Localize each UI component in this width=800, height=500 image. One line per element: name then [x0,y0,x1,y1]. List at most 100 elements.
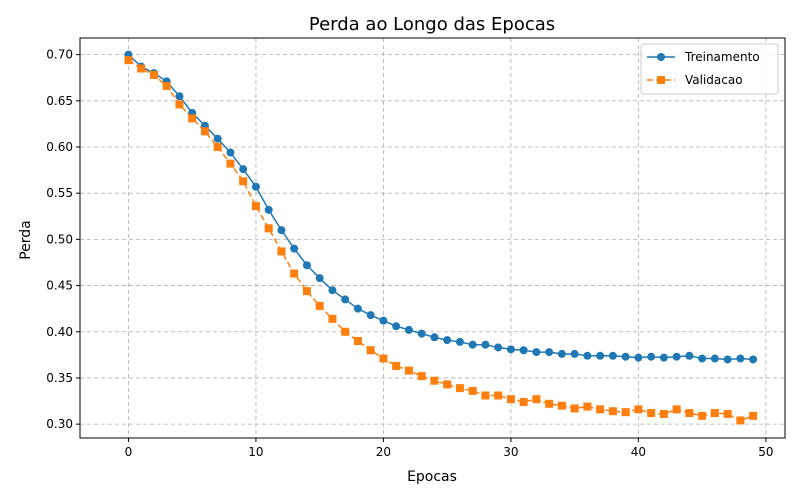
data-point-validacao [685,409,694,418]
chart-title: Perda ao Longo das Epocas [309,14,555,35]
data-point-treinamento [417,329,426,338]
x-tick-label: 0 [125,445,133,459]
data-point-validacao [353,337,362,346]
data-point-validacao [545,399,554,408]
data-point-validacao [200,127,209,136]
data-point-validacao [315,301,324,310]
legend-marker-treinamento [657,53,665,61]
data-point-treinamento [519,346,528,355]
data-point-validacao [175,100,184,109]
data-point-treinamento [749,355,758,364]
data-point-treinamento [455,337,464,346]
series-line-validacao [128,59,754,422]
data-point-validacao [583,402,592,411]
legend-marker-validacao [657,76,665,84]
legend-label-treinamento: Treinamento [684,50,760,64]
data-point-treinamento [239,165,248,174]
y-tick-label: 0.40 [46,325,73,339]
data-point-validacao [698,411,707,420]
data-point-treinamento [545,348,554,357]
data-point-treinamento [570,349,579,358]
data-point-treinamento [468,340,477,349]
data-point-treinamento [698,354,707,363]
data-point-treinamento [685,351,694,360]
data-point-treinamento [506,345,515,354]
data-point-validacao [251,202,260,211]
data-point-treinamento [583,351,592,360]
series-group [124,50,758,425]
data-point-treinamento [710,354,719,363]
series-validacao [124,56,758,425]
data-point-validacao [506,395,515,404]
data-point-validacao [710,409,719,418]
data-point-treinamento [315,274,324,283]
data-point-validacao [328,314,337,323]
legend-box [640,43,779,95]
data-point-treinamento [366,311,375,320]
series-treinamento [124,50,758,364]
data-point-validacao [417,372,426,381]
data-point-validacao [277,247,286,256]
data-point-validacao [557,401,566,410]
data-point-validacao [736,416,745,425]
data-point-treinamento [213,134,222,143]
y-tick-label: 0.30 [46,417,73,431]
data-point-validacao [519,397,528,406]
series-line-treinamento [127,54,754,361]
data-point-validacao [749,411,758,420]
data-point-treinamento [494,343,503,352]
data-point-treinamento [328,286,337,295]
y-axis-ticks: 0.30 0.35 0.40 0.45 0.50 0.55 0.60 0.65 0.70 [46,48,80,431]
x-axis-ticks: 0 10 20 30 40 50 [125,438,774,459]
data-point-treinamento [175,92,184,101]
data-point-validacao [608,407,617,416]
x-tick-label: 20 [376,445,391,459]
data-point-treinamento [226,148,235,157]
y-axis-label: Perda [18,220,34,260]
y-tick-label: 0.50 [46,232,73,246]
y-tick-label: 0.55 [46,186,73,200]
data-point-validacao [468,386,477,395]
data-point-treinamento [557,349,566,358]
data-point-validacao [672,405,681,414]
data-point-validacao [226,159,235,168]
data-point-treinamento [443,336,452,345]
data-point-treinamento [647,352,656,361]
data-point-treinamento [392,322,401,331]
legend: Treinamento Validacao [640,43,779,95]
data-point-validacao [659,409,668,418]
y-tick-label: 0.45 [46,279,73,293]
data-point-treinamento [723,355,732,364]
data-point-treinamento [341,295,350,304]
data-point-validacao [634,405,643,414]
data-point-validacao [404,366,413,375]
x-tick-label: 40 [631,445,646,459]
data-point-validacao [723,409,732,418]
legend-label-validacao: Validacao [685,73,743,87]
data-point-treinamento [621,352,630,361]
data-point-treinamento [481,340,490,349]
data-point-validacao [341,327,350,336]
data-point-validacao [239,177,248,186]
data-point-validacao [392,361,401,370]
data-point-treinamento [404,325,413,334]
x-tick-label: 50 [758,445,773,459]
data-point-validacao [430,376,439,385]
plot-frame [79,37,786,439]
data-point-validacao [443,380,452,389]
data-point-validacao [124,56,133,65]
data-point-validacao [366,346,375,355]
data-point-treinamento [634,353,643,362]
y-tick-label: 0.35 [46,371,73,385]
x-tick-label: 30 [503,445,518,459]
data-point-treinamento [277,226,286,235]
data-point-treinamento [379,316,388,325]
data-point-validacao [481,391,490,400]
data-point-treinamento [430,333,439,342]
data-point-validacao [570,404,579,413]
data-point-treinamento [672,352,681,361]
data-point-validacao [455,384,464,393]
data-point-validacao [621,408,630,417]
data-point-treinamento [290,244,299,253]
